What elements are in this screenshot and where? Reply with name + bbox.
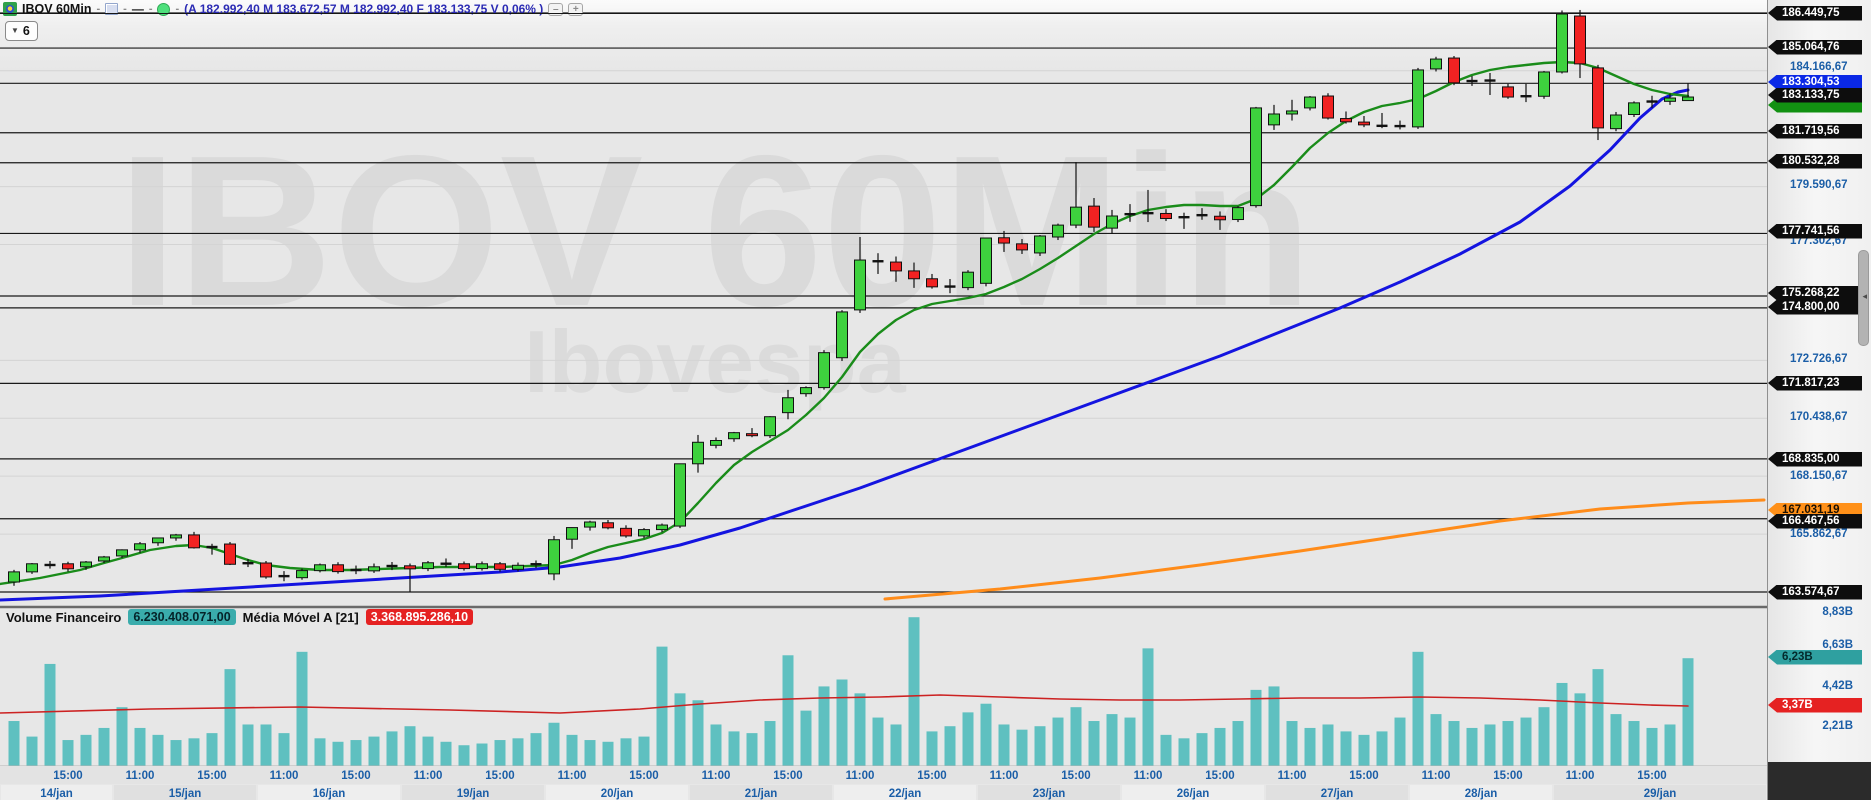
time-label: 15:00 [197,770,226,782]
chevron-down-icon: ▼ [11,26,19,35]
date-label: 27/jan [1321,788,1354,800]
price-tag-teal: 6,23B [1768,649,1862,665]
price-tag-black: 185.064,76 [1768,39,1862,55]
time-label: 15:00 [1493,770,1522,782]
price-tag-black: 180.532,28 [1768,153,1862,169]
chart-region: IBOV 60Min Ibovespa 14/jan 15/jan 16/jan 19/j… [0,0,1767,800]
volume-label: Volume Financeiro [6,609,122,625]
price-tag-black: 171.817,23 [1768,375,1862,391]
dash-separator: - [96,3,101,15]
snapshot-icon[interactable] [105,3,119,15]
date-label: 29/jan [1644,788,1677,800]
date-label: 16/jan [313,788,346,800]
price-axis-tick: 179.590,67 [1790,179,1848,191]
collapse-legend-button[interactable]: – [548,2,564,16]
volume-ma-line [0,694,1689,714]
time-label: 11:00 [1566,770,1595,782]
volume-axis-tick: 2,21B [1822,720,1853,732]
price-axis-tick: 168.150,67 [1790,470,1848,482]
dash-separator: - [148,3,153,15]
date-label: 28/jan [1465,788,1498,800]
time-label: 15:00 [773,770,802,782]
date-label: 14/jan [40,788,73,800]
date-label: 19/jan [457,788,490,800]
time-label: 15:00 [1637,770,1666,782]
volume-axis-tick: 6,63B [1822,639,1853,651]
ohlc-legend: (A 182.992,40 M 183.672,57 M 182.992,40 … [184,2,544,16]
price-axis-panel[interactable]: ◂ 186.449,75 185.064,76 184.166,67 183.304,… [1767,0,1871,800]
brazil-flag-icon [3,2,17,16]
time-label: 11:00 [558,770,587,782]
date-label: 20/jan [601,788,634,800]
volume-ma-label: Média Móvel A [21] [242,609,359,625]
time-label: 11:00 [270,770,299,782]
time-axis: 14/jan 15/jan 16/jan 19/jan 20/jan 21/jan 22/j… [0,766,1767,800]
price-tag-black: 181.719,56 [1768,123,1862,139]
price-tag-black: 186.449,75 [1768,5,1862,21]
price-axis-tick: 172.726,67 [1790,353,1848,365]
volume-axis-tick: 4,42B [1822,680,1853,692]
time-label: 15:00 [341,770,370,782]
price-tag-black: 175.268,22 [1768,285,1862,301]
price-tag-black: 183.133,75 [1768,87,1862,103]
volume-value-badge: 6.230.408.071,00 [128,609,236,625]
date-label: 21/jan [745,788,778,800]
time-label: 15:00 [629,770,658,782]
interval-dropdown[interactable]: ▼ 6 [5,21,38,41]
time-label: 15:00 [1061,770,1090,782]
price-tag-black: 163.574,67 [1768,584,1862,600]
price-tag-black: 166.467,56 [1768,513,1862,529]
axis-scrollbar-thumb[interactable] [1858,250,1869,346]
time-label: 11:00 [414,770,443,782]
time-label: 11:00 [1278,770,1307,782]
add-indicator-button[interactable]: + [568,2,584,16]
time-label: 11:00 [990,770,1019,782]
scrollbar-left-arrow-icon[interactable]: ◂ [1862,291,1867,301]
dash-separator: - [123,3,127,15]
price-tag-black: 174.800,00 [1768,299,1862,315]
dash-separator: - [175,3,180,15]
price-tag-blue: 183.304,53 [1768,74,1862,90]
chart-titlebar: IBOV 60Min - - — - - (A 182.992,40 M 183… [3,1,584,17]
indicator-dot-icon [157,2,171,16]
date-label: 23/jan [1033,788,1066,800]
axis-bottom-corner [1768,762,1871,800]
candles-layer [8,9,1694,592]
volume-bars-layer [8,617,1694,766]
time-label: 11:00 [702,770,731,782]
time-label: 15:00 [1205,770,1234,782]
volume-ma-value-badge: 3.368.895.286,10 [365,609,474,625]
svg-text:IBOV 60Min: IBOV 60Min [118,110,1313,351]
time-label: 11:00 [846,770,875,782]
time-label: 15:00 [1349,770,1378,782]
time-label: 11:00 [1134,770,1163,782]
price-level-line-top [0,13,1767,14]
line-style-icon: — [131,2,144,16]
time-label: 15:00 [485,770,514,782]
price-tag-black: 168.835,00 [1768,451,1862,467]
time-label: 15:00 [53,770,82,782]
date-label: 22/jan [889,788,922,800]
symbol-title: IBOV 60Min [22,2,92,16]
time-label: 11:00 [1422,770,1451,782]
price-axis-tick: 170.438,67 [1790,411,1848,423]
date-label: 26/jan [1177,788,1210,800]
indicator-overlays [0,60,1766,602]
volume-axis-tick: 8,83B [1822,606,1853,618]
price-tag-red: 3,37B [1768,697,1862,713]
price-axis-tick: 165.862,67 [1790,528,1848,540]
price-tag-black: 177.741,56 [1768,223,1862,239]
time-label: 15:00 [917,770,946,782]
interval-dropdown-value: 6 [22,24,30,38]
date-label: 15/jan [169,788,202,800]
svg-text:Ibovespa: Ibovespa [524,312,907,411]
price-axis-tick: 184.166,67 [1790,61,1848,73]
volume-pane-header: Volume Financeiro 6.230.408.071,00 Média… [6,609,474,625]
time-label: 11:00 [126,770,155,782]
